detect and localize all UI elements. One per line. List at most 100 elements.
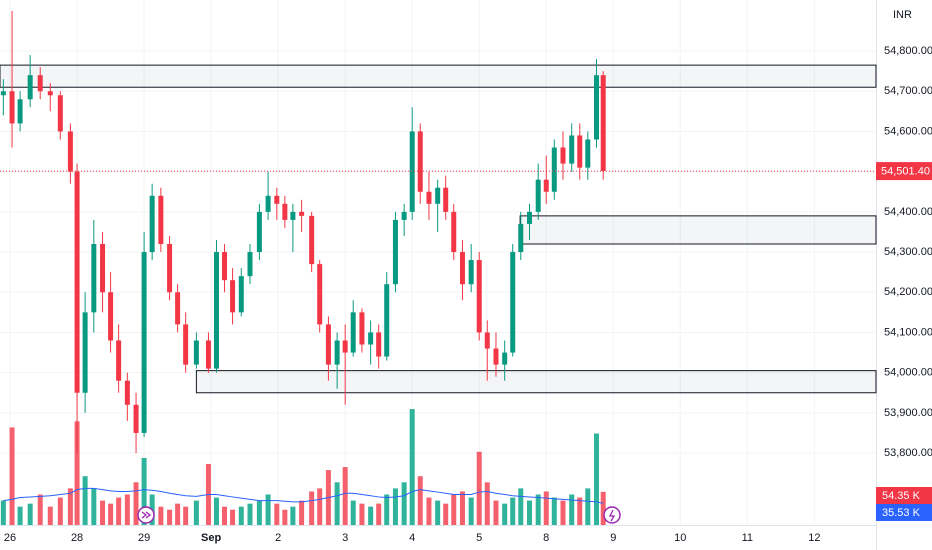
volume-bar: [82, 476, 88, 525]
y-tick-label: 53,900.00: [884, 407, 932, 419]
volume-bar: [451, 494, 457, 525]
candle-body: [299, 211, 305, 216]
candle-body: [560, 147, 566, 164]
x-tick-label: 29: [138, 532, 150, 544]
candle-body: [67, 131, 73, 172]
volume-bar: [510, 497, 516, 525]
volume-bar: [238, 506, 244, 525]
volume-bar: [476, 451, 482, 525]
volume-bar: [37, 494, 43, 525]
candle-body: [0, 91, 6, 96]
candle-body: [17, 99, 23, 124]
x-tick-label: 9: [610, 532, 616, 544]
candle-body: [47, 91, 53, 96]
candle-body: [274, 195, 280, 204]
volume-bar: [493, 500, 499, 525]
volume-bar: [459, 491, 465, 525]
volume-bar: [426, 497, 432, 525]
candle-body: [149, 195, 155, 253]
volume-bar: [183, 506, 189, 525]
event-icon: [608, 509, 616, 522]
zone: [0, 64, 877, 88]
candle-body: [435, 187, 441, 204]
candle-body: [158, 195, 164, 245]
x-tick-label: 10: [674, 532, 686, 544]
volume-bar: [384, 494, 390, 525]
volume-ma-line: [3, 487, 604, 504]
y-tick-label: 54,100.00: [884, 326, 932, 338]
volume-bar: [594, 433, 600, 525]
x-tick-label: 11: [742, 532, 753, 544]
candle-body: [141, 252, 147, 433]
x-tick-label: 28: [71, 532, 83, 544]
candle-body: [108, 292, 114, 341]
candle-body: [290, 211, 296, 220]
candle-body: [222, 252, 228, 281]
x-tick-label: 26: [4, 532, 16, 544]
volume-bar: [67, 488, 73, 525]
volume-bar: [133, 482, 139, 525]
y-tick-label: 53,800.00: [884, 447, 932, 459]
volume-bar: [577, 497, 583, 525]
volume-bar: [443, 503, 449, 525]
candle-body: [594, 75, 600, 140]
x-tick-label: 12: [808, 532, 820, 544]
candle-body: [543, 179, 549, 192]
volume-bar: [600, 491, 606, 525]
candle-body: [334, 340, 340, 365]
volume-bar: [518, 488, 524, 525]
candle-body: [409, 131, 415, 212]
candle-body: [426, 191, 432, 204]
candle-body: [526, 211, 532, 224]
volume-bar: [91, 488, 97, 525]
candle-body: [213, 252, 219, 369]
candle-body: [247, 252, 253, 277]
volume-bar: [526, 500, 532, 525]
event-marker[interactable]: [603, 506, 621, 524]
candle-body: [238, 276, 244, 313]
last-price-box: [876, 162, 932, 181]
volume-bar: [368, 506, 374, 525]
y-tick-label: 54,700.00: [884, 85, 932, 97]
volume-bar: [376, 503, 382, 525]
volume-bar: [265, 494, 271, 525]
volume-bar: [468, 497, 474, 525]
x-tick-label: 8: [543, 532, 549, 544]
x-tick-label: Sep: [201, 532, 221, 544]
volume-bar: [409, 409, 415, 525]
candle-body: [342, 340, 348, 353]
volume-bar: [342, 467, 348, 525]
candle-body: [451, 211, 457, 253]
volume-bar: [334, 482, 340, 525]
volume-ma-last-label: 35.53 K: [882, 507, 921, 519]
candle-body: [359, 312, 365, 345]
candle-body: [205, 340, 211, 369]
candle-body: [175, 292, 181, 325]
candle-body: [551, 147, 557, 192]
volume-bar: [100, 500, 106, 525]
candle-body: [325, 324, 331, 365]
volume-bar: [282, 509, 288, 525]
volume-bar: [585, 488, 591, 525]
candle-body: [116, 340, 122, 381]
candle-body: [317, 264, 323, 325]
candle-body: [468, 260, 474, 285]
zone: [519, 215, 877, 245]
y-tick-label: 54,000.00: [884, 367, 932, 379]
volume-bar: [230, 509, 236, 525]
x-tick-label: 5: [476, 532, 482, 544]
volume-bar: [141, 457, 147, 525]
volume-bar: [560, 500, 566, 525]
candle-body: [183, 324, 189, 365]
volume-bar: [543, 491, 549, 525]
candle-body: [459, 252, 465, 285]
candle-body: [124, 380, 130, 405]
volume-bar: [124, 494, 130, 525]
candle-body: [74, 171, 80, 393]
volume-bar: [213, 497, 219, 525]
volume-bar: [222, 506, 228, 525]
volume-bar: [193, 500, 199, 525]
candle-body: [484, 332, 490, 349]
volume-bar: [535, 494, 541, 525]
